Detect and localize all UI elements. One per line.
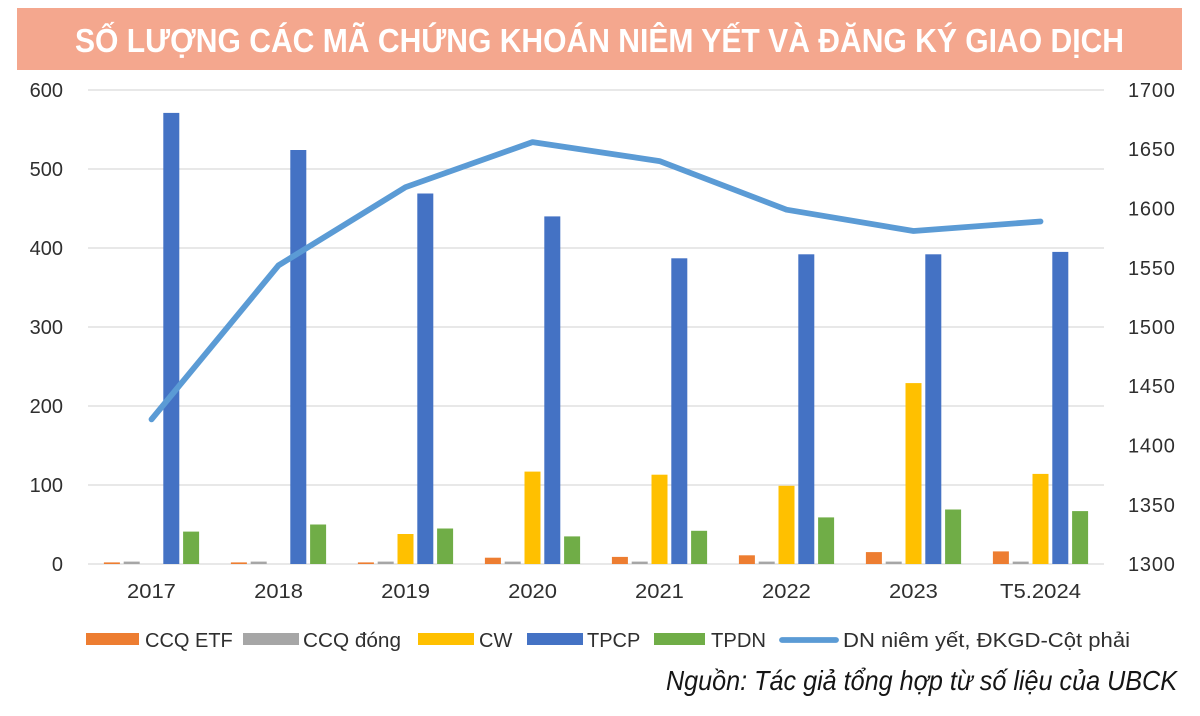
svg-text:1550: 1550: [1128, 258, 1176, 280]
svg-text:TPDN: TPDN: [711, 630, 766, 652]
svg-text:CCQ đóng: CCQ đóng: [303, 630, 401, 652]
svg-text:CCQ ETF: CCQ ETF: [145, 630, 233, 652]
svg-text:400: 400: [30, 238, 63, 260]
svg-text:500: 500: [30, 159, 63, 181]
svg-text:1350: 1350: [1128, 495, 1176, 517]
svg-text:2022: 2022: [762, 581, 811, 603]
svg-text:1400: 1400: [1128, 436, 1176, 458]
svg-text:2018: 2018: [254, 581, 303, 603]
svg-text:200: 200: [30, 396, 63, 418]
svg-text:1650: 1650: [1128, 139, 1176, 161]
svg-text:T5.2024: T5.2024: [1000, 581, 1081, 603]
svg-text:600: 600: [30, 80, 63, 102]
svg-text:0: 0: [52, 554, 63, 576]
svg-text:CW: CW: [479, 630, 512, 652]
svg-text:300: 300: [30, 317, 63, 339]
svg-text:1500: 1500: [1128, 317, 1176, 339]
svg-text:DN niêm yết, ĐKGD-Cột phải: DN niêm yết, ĐKGD-Cột phải: [843, 630, 1130, 652]
svg-text:1700: 1700: [1128, 80, 1176, 102]
svg-text:SỐ LƯỢNG CÁC MÃ CHỨNG KHOÁN NI: SỐ LƯỢNG CÁC MÃ CHỨNG KHOÁN NIÊM YẾT VÀ …: [75, 21, 1124, 60]
svg-text:2019: 2019: [381, 581, 430, 603]
svg-text:1600: 1600: [1128, 199, 1176, 221]
svg-text:2021: 2021: [635, 581, 684, 603]
svg-text:1300: 1300: [1128, 554, 1176, 576]
svg-text:1450: 1450: [1128, 376, 1176, 398]
svg-text:Nguồn: Tác giả tổng hợp từ số: Nguồn: Tác giả tổng hợp từ số liệu của U…: [666, 665, 1178, 696]
svg-text:2017: 2017: [127, 581, 176, 603]
svg-text:100: 100: [30, 475, 63, 497]
svg-text:2023: 2023: [889, 581, 938, 603]
svg-text:TPCP: TPCP: [587, 630, 640, 652]
svg-text:2020: 2020: [508, 581, 557, 603]
